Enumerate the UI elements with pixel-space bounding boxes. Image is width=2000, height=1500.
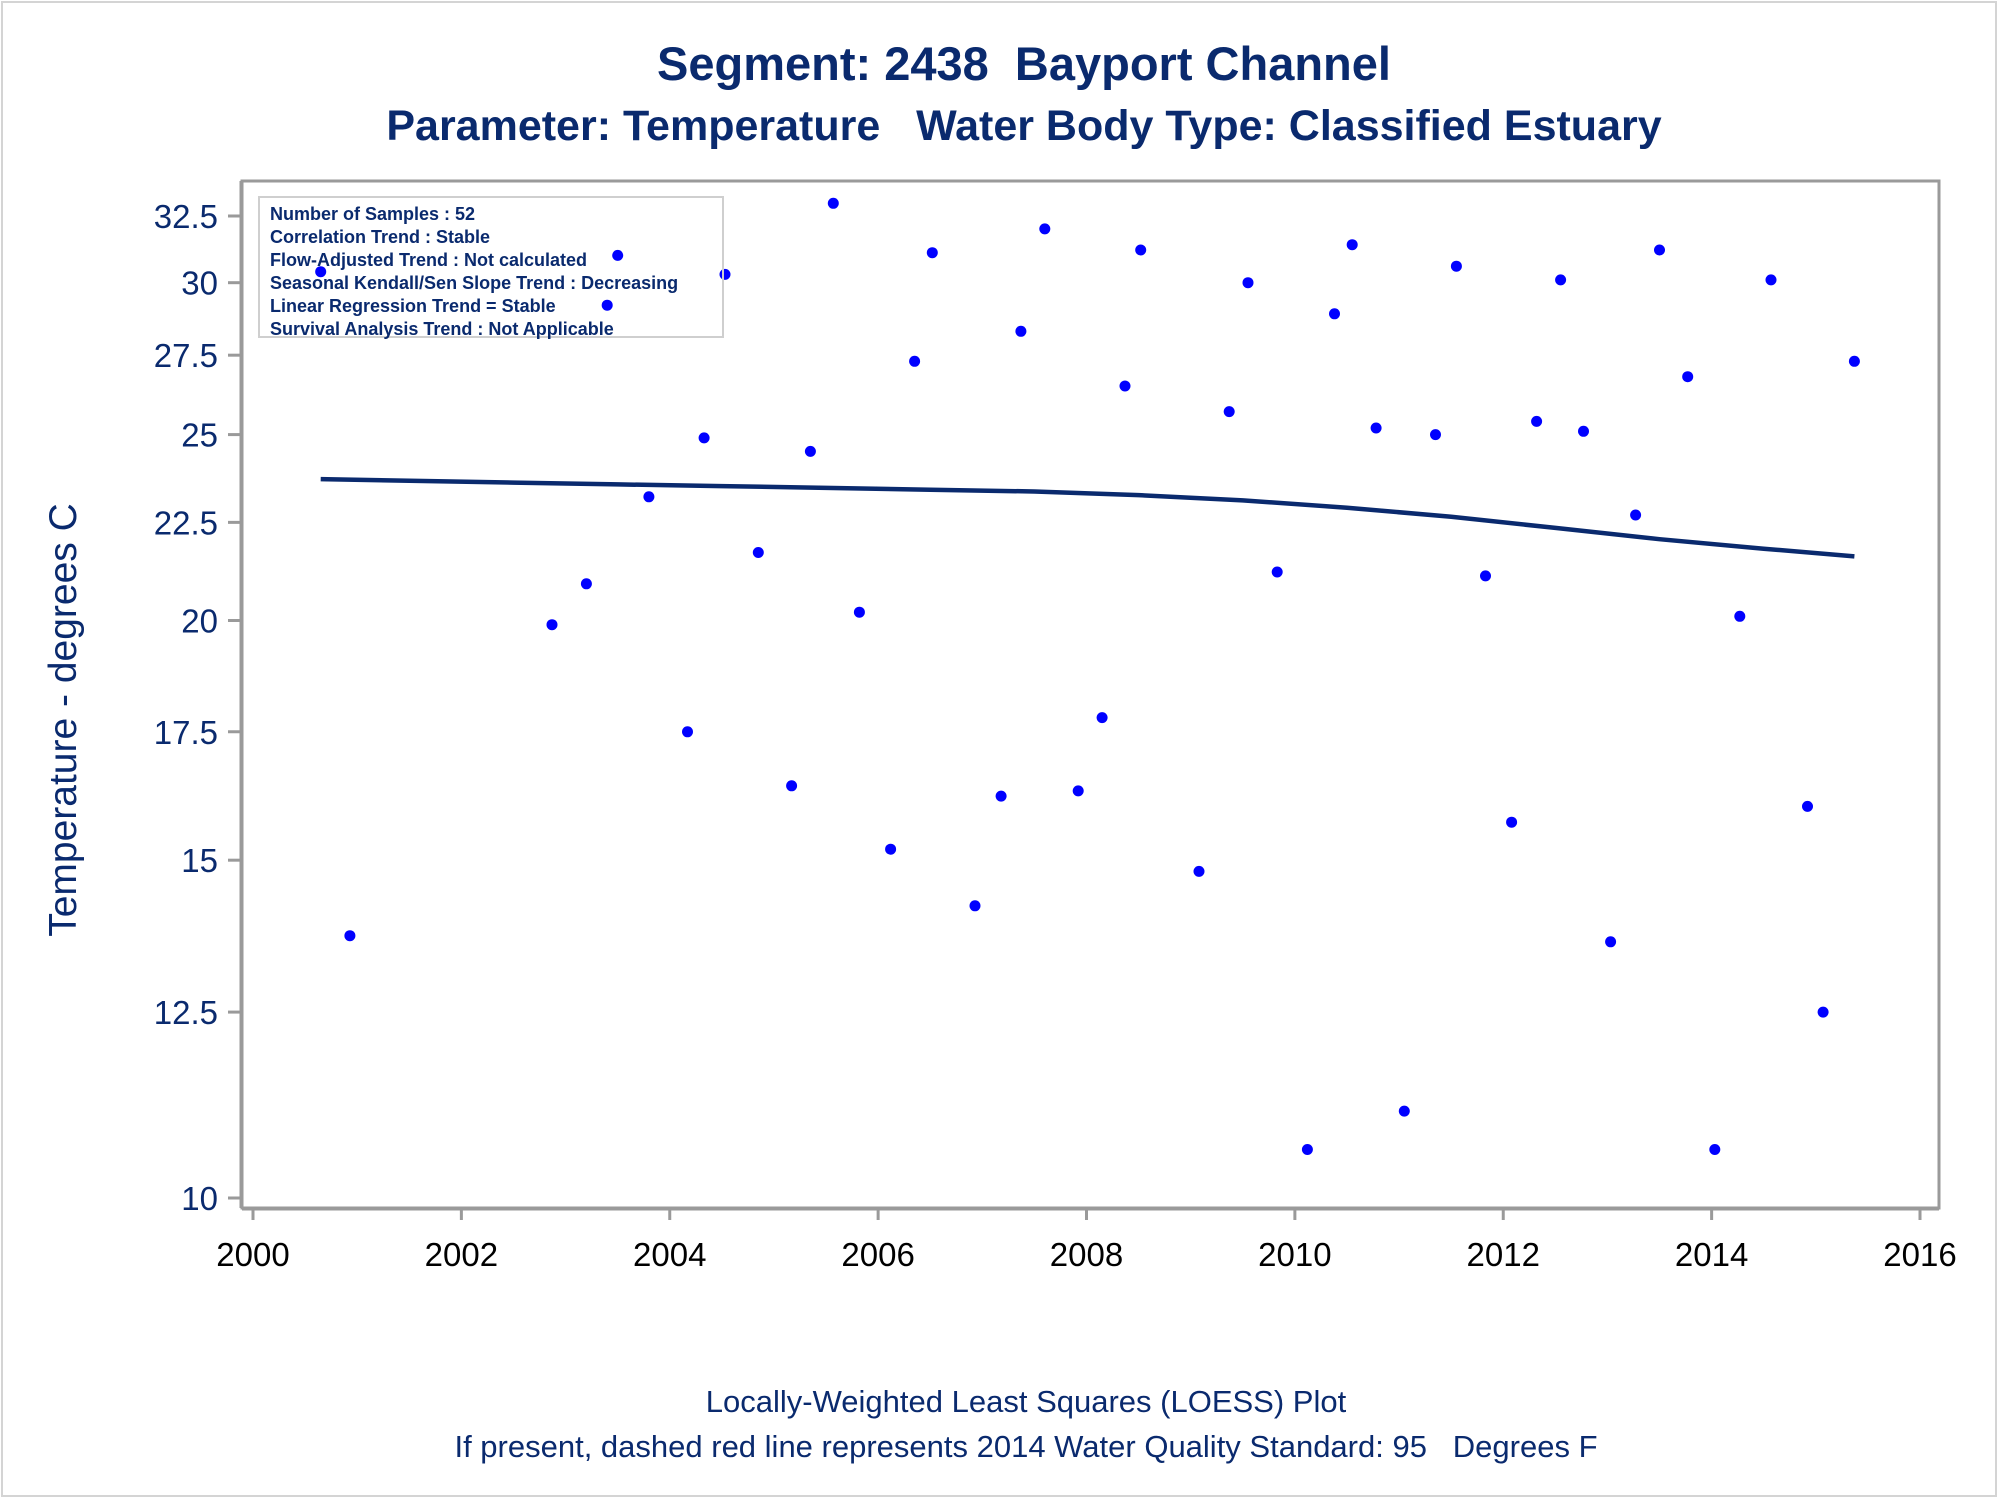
y-tick-label: 27.5 [154, 337, 218, 374]
x-axis: 2000 2002 2004 2006 2008 2010 2012 2014 2016 [216, 1207, 1957, 1273]
data-point [580, 578, 592, 590]
data-point [1398, 1105, 1410, 1117]
data-point [698, 432, 710, 444]
stat-sample-count: Number of Samples : 52 [270, 204, 476, 224]
data-point [1223, 406, 1235, 418]
y-tick-label: 17.5 [154, 714, 218, 751]
data-point [1119, 380, 1131, 392]
x-tick-label: 2002 [425, 1236, 498, 1273]
data-point [909, 355, 921, 367]
data-point [969, 900, 981, 912]
loess-curve [320, 476, 1855, 559]
y-tick-label: 25 [181, 417, 218, 454]
x-tick-label: 2016 [1883, 1236, 1956, 1273]
data-point [1096, 712, 1108, 724]
data-point [752, 547, 764, 558]
stat-correlation-trend: Correlation Trend : Stable [270, 227, 491, 247]
loess-series [320, 476, 1855, 559]
data-point [1555, 274, 1567, 286]
stat-linear-regression-trend: Linear Regression Trend = Stable [270, 296, 556, 316]
scatter-series [315, 197, 1860, 1155]
data-point [682, 726, 693, 738]
data-point [546, 619, 558, 631]
data-point [995, 790, 1007, 802]
footer-standard-note: If present, dashed red line represents 2… [454, 1429, 1598, 1464]
y-tick-label: 10 [181, 1180, 218, 1217]
data-point [1848, 355, 1860, 367]
y-tick-label: 22.5 [154, 504, 218, 541]
x-tick-label: 2006 [841, 1236, 914, 1273]
data-point [1654, 244, 1665, 256]
data-point [1531, 415, 1543, 427]
data-point [612, 249, 624, 261]
y-tick-label: 12.5 [154, 994, 218, 1031]
data-point [1817, 1006, 1829, 1018]
data-point [1605, 936, 1617, 948]
data-point [1480, 570, 1491, 582]
x-tick-label: 2004 [633, 1236, 706, 1273]
data-point [1578, 425, 1589, 437]
x-tick-label: 2014 [1675, 1236, 1748, 1273]
data-point [804, 445, 816, 457]
data-point [1193, 865, 1205, 877]
x-tick-label: 2000 [216, 1236, 289, 1273]
data-point [786, 780, 798, 792]
data-point [1802, 800, 1813, 812]
footer-plot-description: Locally-Weighted Least Squares (LOESS) P… [705, 1384, 1347, 1419]
data-point [1242, 277, 1254, 289]
data-point [1765, 274, 1777, 286]
data-point [315, 266, 327, 278]
y-axis-label: Temperature - degrees C [42, 503, 85, 937]
y-tick-label: 30 [181, 265, 218, 302]
data-point [1346, 239, 1358, 251]
stats-box: Number of Samples : 52 Correlation Trend… [258, 196, 724, 339]
stat-survival-analysis-trend: Survival Analysis Trend : Not Applicable [270, 319, 614, 339]
chart-title: Segment: 2438 Bayport Channel [657, 37, 1391, 90]
data-point [1430, 429, 1441, 441]
data-point [1039, 223, 1051, 235]
data-point [1135, 244, 1147, 256]
data-point [1630, 509, 1642, 521]
x-tick-label: 2008 [1050, 1236, 1123, 1273]
y-tick-label: 32.5 [154, 198, 218, 235]
stat-seasonal-kendall-trend: Seasonal Kendall/Sen Slope Trend : Decre… [270, 273, 679, 293]
data-point [1015, 325, 1027, 337]
data-point [1329, 308, 1340, 320]
y-tick-label: 15 [181, 842, 218, 879]
data-point [643, 491, 655, 503]
y-axis: 10 12.5 15 17.5 20 22.5 25 27.5 30 32.5 [154, 181, 243, 1217]
data-point [1450, 260, 1462, 272]
data-point [885, 843, 897, 855]
data-point [1709, 1144, 1721, 1155]
data-point [827, 197, 839, 209]
data-point [1734, 610, 1746, 622]
stat-flow-adjusted-trend: Flow-Adjusted Trend : Not calculated [270, 250, 588, 270]
data-point [1271, 566, 1283, 578]
data-point [1682, 371, 1694, 383]
data-point [853, 606, 865, 618]
data-point [601, 299, 613, 311]
x-tick-label: 2010 [1258, 1236, 1331, 1273]
data-point [1072, 785, 1084, 797]
data-point [344, 930, 356, 942]
chart-subtitle: Parameter: Temperature Water Body Type: … [386, 102, 1662, 150]
data-point [1301, 1144, 1313, 1155]
x-tick-label: 2012 [1467, 1236, 1540, 1273]
data-point [1506, 816, 1518, 828]
data-point [926, 247, 938, 259]
data-point [1370, 422, 1382, 434]
y-tick-label: 20 [181, 603, 218, 640]
